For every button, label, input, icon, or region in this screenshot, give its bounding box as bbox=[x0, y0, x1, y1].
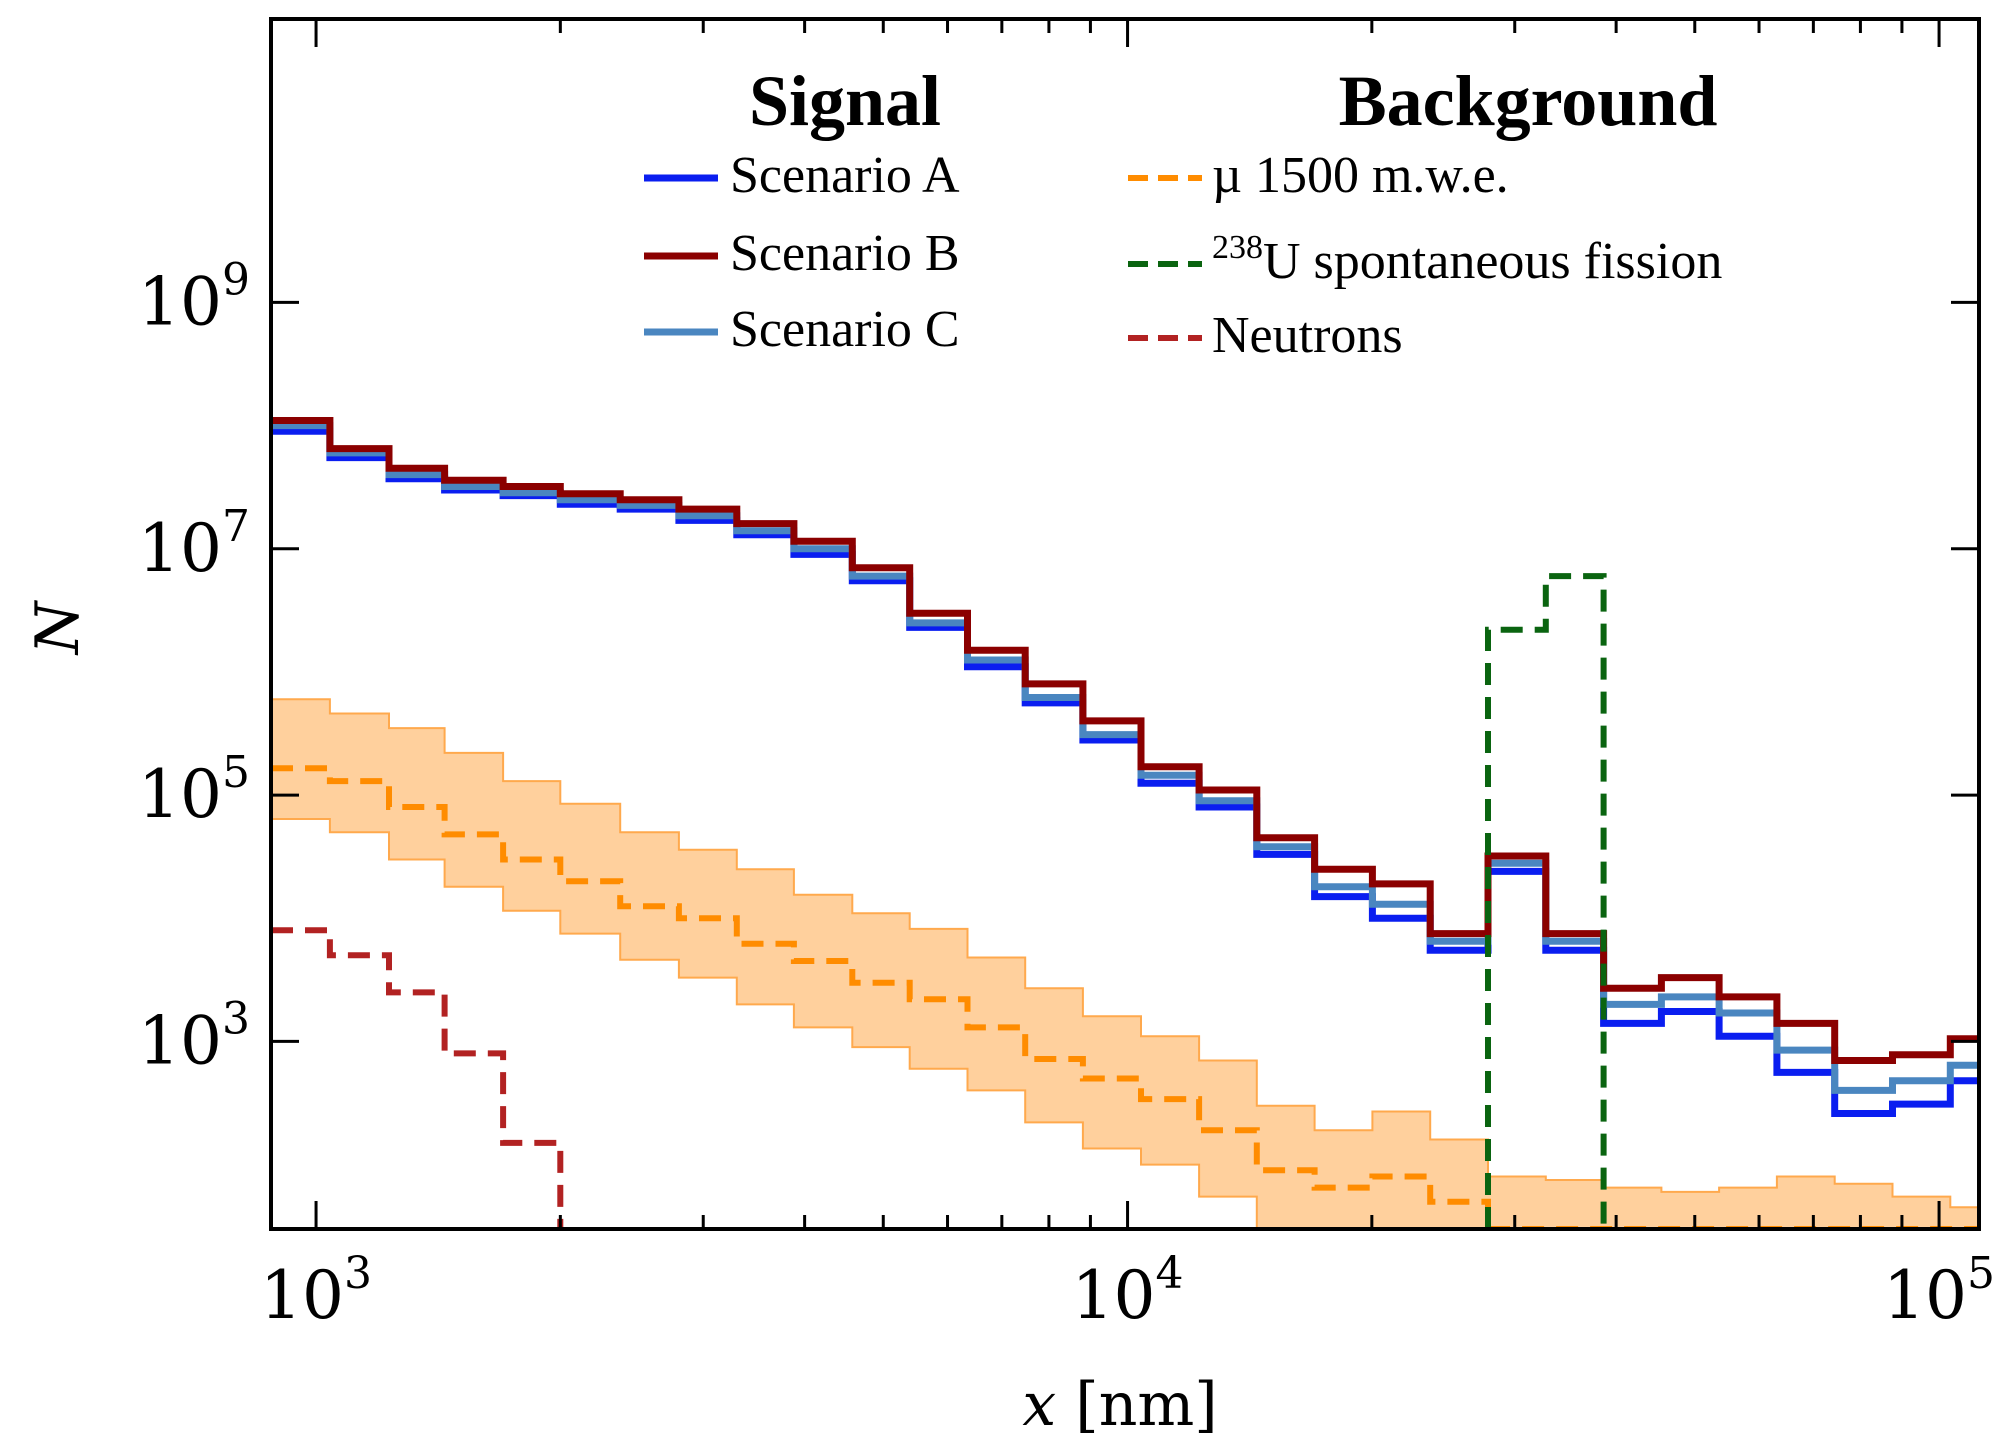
plot-area bbox=[271, 417, 1979, 1229]
legend-label: µ 1500 m.w.e. bbox=[1212, 147, 1509, 204]
axes-frame bbox=[269, 17, 1981, 1231]
tick-marks bbox=[271, 19, 1979, 1229]
y-tick-label: 105 bbox=[138, 747, 250, 833]
legend-title-signal: Signal bbox=[749, 61, 941, 141]
legend-label: 238U spontaneous fission bbox=[1212, 229, 1722, 290]
plot-frame bbox=[269, 17, 1981, 1231]
legend-label: Scenario B bbox=[730, 225, 960, 282]
legend: Signal Background Scenario A Scenario B Sc… bbox=[644, 61, 1722, 364]
series-neutrons bbox=[271, 927, 564, 1229]
muon-uncertainty-band bbox=[271, 698, 1979, 1229]
y-tick-label: 107 bbox=[138, 501, 250, 587]
y-tick-label: 103 bbox=[138, 993, 250, 1079]
x-axis-label: x [nm] bbox=[1022, 1370, 1217, 1440]
y-axis-label: N bbox=[23, 599, 93, 656]
series-scenario-b bbox=[271, 417, 1979, 1064]
tick-labels: 103 104 105 103 105 107 109 bbox=[138, 254, 1995, 1334]
series-uranium-fission bbox=[1485, 573, 1607, 1229]
legend-label: Scenario C bbox=[730, 301, 960, 358]
legend-label: Neutrons bbox=[1212, 307, 1403, 364]
x-tick-label: 104 bbox=[1072, 1248, 1184, 1334]
series-scenario-c bbox=[271, 422, 1979, 1094]
x-tick-label: 103 bbox=[260, 1248, 372, 1334]
y-tick-label: 109 bbox=[138, 254, 250, 340]
x-tick-label: 105 bbox=[1883, 1248, 1995, 1334]
legend-label: Scenario A bbox=[730, 147, 960, 204]
legend-title-background: Background bbox=[1339, 61, 1718, 141]
series-muon bbox=[271, 765, 1979, 1229]
